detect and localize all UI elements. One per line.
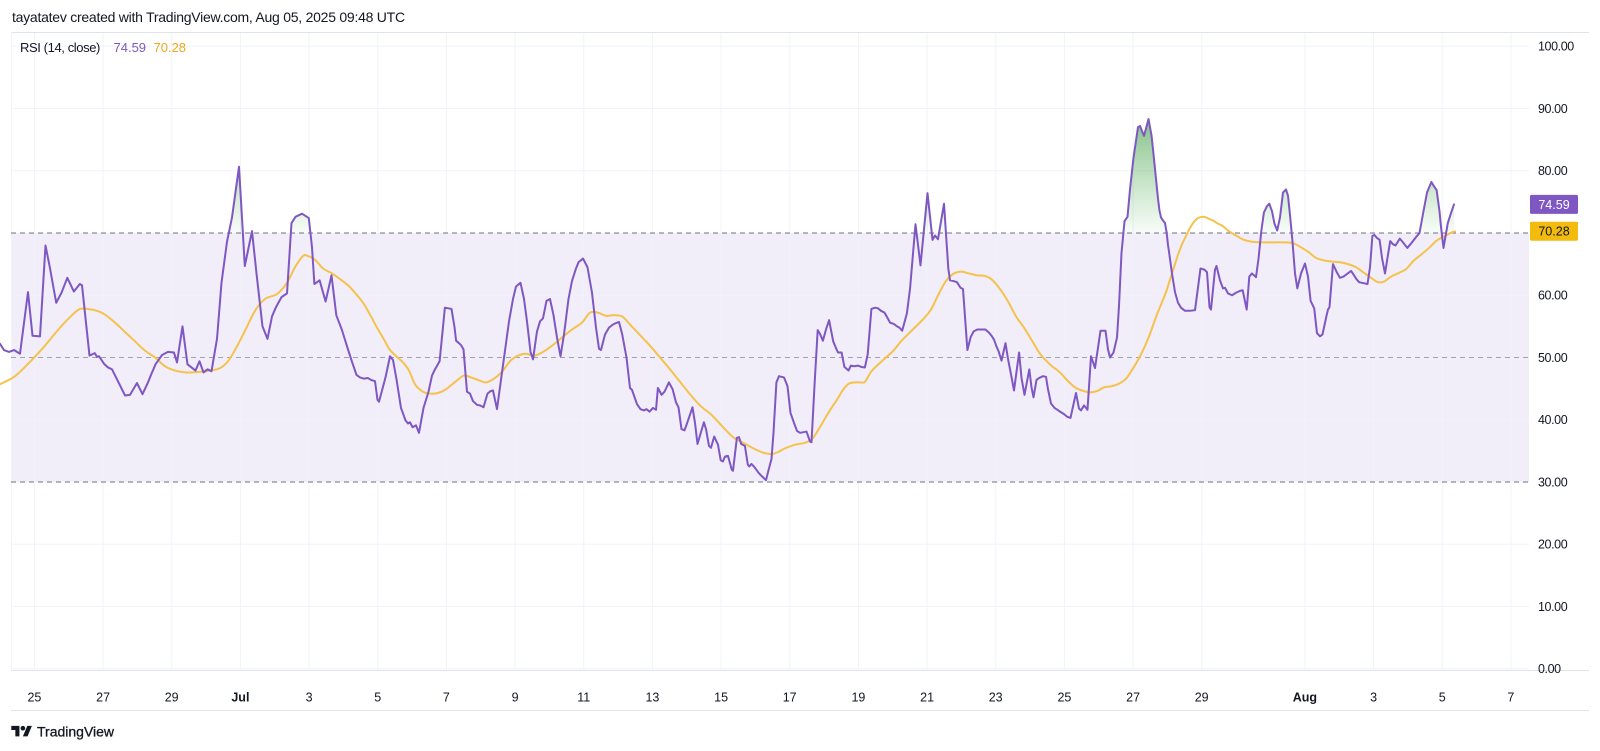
svg-text:74.59: 74.59 bbox=[114, 40, 147, 55]
svg-text:50.00: 50.00 bbox=[1538, 351, 1568, 365]
svg-text:RSI (14, close): RSI (14, close) bbox=[20, 40, 100, 55]
svg-text:TradingView: TradingView bbox=[37, 724, 115, 740]
svg-text:30.00: 30.00 bbox=[1538, 475, 1568, 489]
svg-text:19: 19 bbox=[851, 691, 865, 705]
svg-text:15: 15 bbox=[714, 691, 728, 705]
svg-text:27: 27 bbox=[1126, 691, 1140, 705]
svg-text:74.59: 74.59 bbox=[1538, 198, 1569, 212]
svg-text:tayatatev created with Trading: tayatatev created with TradingView.com, … bbox=[12, 9, 405, 25]
svg-text:29: 29 bbox=[1195, 691, 1209, 705]
svg-text:11: 11 bbox=[577, 691, 590, 705]
svg-text:80.00: 80.00 bbox=[1538, 164, 1568, 178]
svg-text:90.00: 90.00 bbox=[1538, 102, 1568, 116]
svg-text:13: 13 bbox=[645, 691, 659, 705]
svg-text:29: 29 bbox=[165, 691, 179, 705]
svg-text:25: 25 bbox=[27, 691, 41, 705]
svg-text:21: 21 bbox=[920, 691, 934, 705]
svg-text:5: 5 bbox=[374, 691, 381, 705]
svg-text:0.00: 0.00 bbox=[1538, 662, 1561, 676]
svg-text:70.28: 70.28 bbox=[154, 40, 187, 55]
svg-text:3: 3 bbox=[1370, 691, 1377, 705]
svg-text:20.00: 20.00 bbox=[1538, 538, 1568, 552]
svg-text:3: 3 bbox=[306, 691, 313, 705]
svg-text:9: 9 bbox=[512, 691, 519, 705]
svg-text:7: 7 bbox=[1507, 691, 1514, 705]
svg-text:25: 25 bbox=[1057, 691, 1071, 705]
svg-text:7: 7 bbox=[443, 691, 450, 705]
svg-text:10.00: 10.00 bbox=[1538, 600, 1568, 614]
svg-text:Jul: Jul bbox=[231, 691, 249, 705]
svg-text:70.28: 70.28 bbox=[1538, 225, 1569, 239]
svg-text:100.00: 100.00 bbox=[1538, 40, 1574, 54]
svg-text:5: 5 bbox=[1439, 691, 1446, 705]
svg-text:27: 27 bbox=[96, 691, 110, 705]
svg-text:60.00: 60.00 bbox=[1538, 289, 1568, 303]
svg-text:Aug: Aug bbox=[1293, 691, 1317, 705]
svg-text:40.00: 40.00 bbox=[1538, 413, 1568, 427]
svg-text:23: 23 bbox=[989, 691, 1003, 705]
svg-text:17: 17 bbox=[783, 691, 797, 705]
